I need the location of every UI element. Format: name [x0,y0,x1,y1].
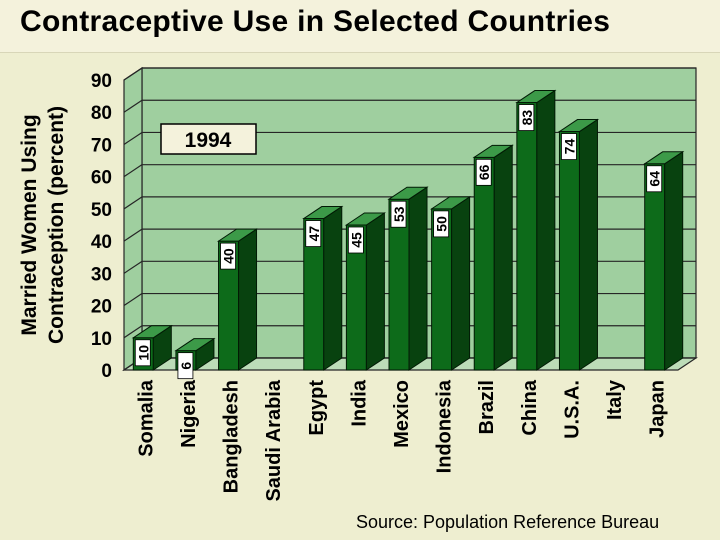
category-label: Brazil [476,380,498,434]
bar-value-label: 74 [561,139,577,155]
bar-top [472,144,514,158]
gridline-side [123,260,143,274]
bar-value-box [347,226,364,254]
bar-side [408,186,428,371]
gridline-side [123,196,143,210]
y-axis-title: Married Women Using [18,114,41,335]
category-label: India [348,379,370,427]
bar-top [387,186,429,200]
y-tick-label: 0 [101,361,112,382]
bar-value-label: 50 [434,216,450,232]
source-note: Source: Population Reference Bureau [356,512,659,532]
bar-side [536,89,556,371]
bar-top [429,196,472,210]
bar-value-box [177,352,194,380]
category-label: Egypt [306,380,328,436]
gridline-side [123,99,143,113]
bar-value-box [518,104,535,131]
bar-side [238,228,258,371]
bar-top [344,212,387,226]
category-label: Mexico [391,380,413,448]
bar-value-label: 10 [135,345,151,361]
gridline-side [123,293,143,307]
category-label: Japan [647,380,669,438]
category-label: Indonesia [434,379,456,473]
bar-top [216,228,259,242]
bar-side [493,144,513,371]
bar-top [131,325,173,339]
category-label: U.S.A. [561,380,583,439]
category-label: China [519,379,541,435]
bar-value-box [433,210,450,238]
bar-value-label: 40 [221,248,237,264]
chart-title: Contraceptive Use in Selected Countries [20,5,611,38]
bar-top [557,119,600,133]
bar-value-label: 47 [306,226,322,242]
y-tick-label: 10 [91,329,112,350]
category-label: Nigeria [178,379,200,448]
gridline-side [123,131,143,145]
bar-value-box [390,200,407,228]
category-label: Italy [604,379,626,420]
bar [558,131,580,371]
bar-side [323,205,343,371]
bar-value-label: 45 [348,232,364,248]
bar-value-label: 53 [391,206,407,222]
gridline-side [123,325,143,339]
gridline-side [123,67,143,81]
category-label: Somalia [135,379,157,457]
bar-value-box [134,339,151,367]
y-tick-label: 50 [91,200,112,221]
gridline-side [123,228,143,242]
y-tick-label: 90 [91,71,112,92]
annotation-box [160,123,257,155]
bar-value-box [475,158,492,186]
y-tick-label: 40 [91,232,112,253]
bar-side [664,150,684,371]
bar-side [451,195,471,371]
y-tick-label: 30 [91,264,112,285]
bar-value-box [220,242,236,270]
bar-value-box [305,220,322,247]
bar-value-label: 64 [647,171,663,187]
category-label: Saudi Arabia [263,379,285,501]
annotation-year: 1994 [185,129,232,152]
bar-value-label: 83 [519,110,535,126]
y-tick-label: 80 [91,103,112,124]
bar [473,156,495,371]
bar-top [515,90,557,104]
bar [516,102,538,371]
bar-value-label: 66 [476,164,492,180]
bar-side [365,212,385,371]
category-label: Bangladesh [221,380,243,493]
gridline-side [123,164,143,178]
y-tick-label: 20 [91,297,112,318]
bar-value-box [561,133,577,160]
bar-value-label: 6 [178,362,194,370]
y-tick-label: 70 [91,135,112,156]
bar-value-box [646,165,663,193]
y-tick-label: 60 [91,168,112,189]
bar-top [302,206,344,220]
bar-top [643,151,685,165]
bar-top [174,338,216,352]
chart-side-wall [123,66,143,372]
y-axis-title: Contraception (percent) [45,106,68,344]
bar [644,163,666,371]
bar-side [578,118,598,371]
title-bar: Contraceptive Use in Selected Countries [0,0,720,53]
